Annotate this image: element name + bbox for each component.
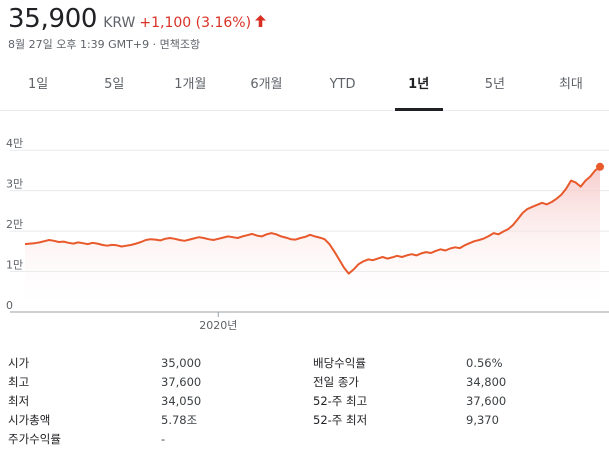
- tab-1y[interactable]: 1년: [381, 66, 457, 110]
- stat-row: 시가 35,000 배당수익률 0.56%: [8, 353, 603, 372]
- current-price: 35,900: [8, 4, 98, 34]
- stat-label-open: 시가: [8, 355, 30, 370]
- stat-label-52w-low: 52-주 최저: [313, 412, 368, 427]
- y-tick-label: 0: [6, 299, 13, 312]
- price-chart[interactable]: 0 1만 2만 3만 4만 2020년: [0, 130, 609, 340]
- stat-value-52w-high: 37,600: [466, 393, 507, 408]
- tab-5d[interactable]: 5일: [104, 77, 125, 92]
- stat-value-market-cap: 5.78조: [161, 412, 198, 427]
- y-tick-label: 4만: [6, 137, 23, 150]
- currency-code: KRW: [103, 15, 136, 31]
- stat-row: 최고 37,600 전일 종가 34,800: [8, 372, 603, 391]
- stat-value-low: 34,050: [161, 393, 202, 408]
- price-area-fill: [25, 166, 600, 312]
- stat-row: 최저 34,050 52-주 최고 37,600: [8, 391, 603, 410]
- stat-value-pe-ratio: -: [161, 431, 166, 446]
- y-tick-label: 1만: [6, 259, 23, 272]
- stat-label-prev-close: 전일 종가: [313, 374, 359, 389]
- stat-label-low: 최저: [8, 393, 30, 408]
- tab-6m[interactable]: 6개월: [250, 77, 283, 92]
- tab-max[interactable]: 최대: [558, 77, 583, 92]
- stat-label-pe-ratio: 주가수익률: [8, 431, 61, 446]
- tab-ytd[interactable]: YTD: [329, 77, 356, 92]
- quote-header: 35,900 KRW +1,100 (3.16%) 8월 27일 오후 1:39…: [8, 4, 267, 52]
- stats-table: 시가 35,000 배당수익률 0.56% 최고 37,600 전일 종가 34…: [8, 353, 603, 448]
- stat-value-high: 37,600: [161, 374, 202, 389]
- price-line: [24, 166, 601, 275]
- tab-1d[interactable]: 1일: [27, 77, 49, 92]
- range-tabs: 1일 5일 1개월 6개월 YTD 1년 5년 최대: [0, 66, 609, 111]
- x-tick-label: 2020년: [199, 319, 237, 332]
- tab-1m[interactable]: 1개월: [174, 77, 207, 92]
- tab-5y[interactable]: 5년: [484, 77, 505, 92]
- stat-label-market-cap: 시가총액: [8, 412, 51, 427]
- up-arrow-icon: [255, 15, 267, 31]
- stat-row: 주가수익률 -: [8, 429, 603, 448]
- y-tick-label: 2만: [6, 218, 23, 231]
- stat-value-dividend: 0.56%: [466, 355, 503, 370]
- stat-label-high: 최고: [8, 374, 30, 389]
- stat-row: 시가총액 5.78조 52-주 최저 9,370: [8, 410, 603, 429]
- stat-value-52w-low: 9,370: [466, 412, 499, 427]
- stat-label-dividend: 배당수익률: [313, 355, 366, 370]
- price-change: +1,100 (3.16%): [139, 15, 252, 31]
- quote-timestamp[interactable]: 8월 27일 오후 1:39 GMT+9 · 면책조항: [8, 38, 201, 51]
- price-row: 35,900 KRW +1,100 (3.16%): [8, 4, 267, 34]
- stat-value-open: 35,000: [161, 355, 202, 370]
- last-price-point: [596, 162, 604, 171]
- y-tick-label: 3만: [6, 178, 23, 191]
- stat-value-prev-close: 34,800: [466, 374, 507, 389]
- stat-label-52w-high: 52-주 최고: [313, 393, 368, 408]
